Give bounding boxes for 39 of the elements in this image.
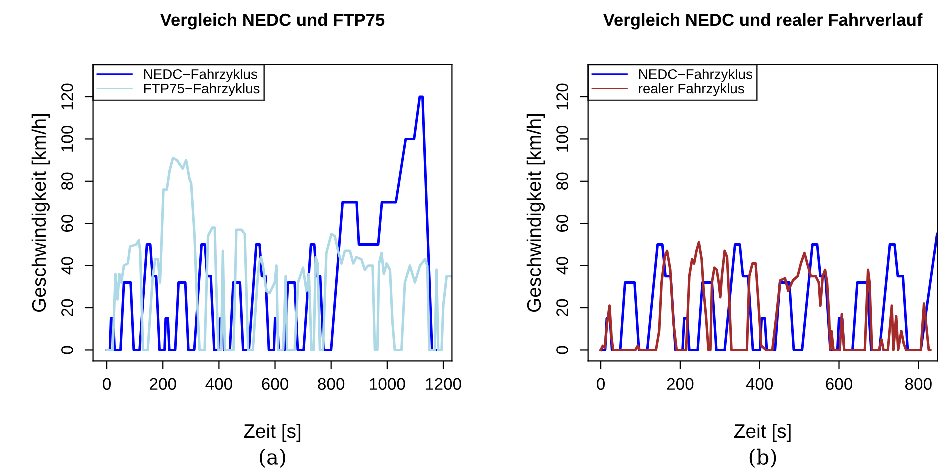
x-tick-label: 200 (667, 378, 694, 390)
y-tick-label: 100 (556, 126, 568, 152)
y-axis-title: Geschwindigkeit [km/h] (32, 114, 50, 312)
y-tick-label: 120 (556, 84, 568, 110)
x-tick-label: 400 (206, 378, 232, 390)
x-tick-label: 0 (103, 378, 112, 390)
y-tick-label: 40 (62, 257, 74, 275)
x-tick-label: 1200 (426, 378, 462, 390)
y-tick-label: 80 (556, 172, 568, 190)
text: (b) (750, 448, 776, 468)
x-axis-title: Zeit [s] (734, 424, 791, 442)
x-tick-label: 400 (746, 378, 774, 390)
y-axis-title: Geschwindigkeit [km/h] (526, 114, 546, 312)
x-tick-label: 1000 (370, 378, 406, 390)
legend-label: NEDC−Fahrzyklus (639, 69, 752, 82)
y-tick-label: 80 (62, 172, 74, 190)
chart-title: Vergleich NEDC und realer Fahrverlauf (603, 13, 923, 30)
legend-label: NEDC−Fahrzyklus (144, 69, 258, 82)
x-tick-label: 800 (905, 378, 932, 390)
x-tick-label: 200 (150, 378, 176, 390)
line-series (106, 156, 452, 352)
y-tick-label: 120 (62, 84, 74, 110)
y-tick-label: 20 (556, 299, 568, 316)
text: (a) (260, 448, 286, 468)
x-tick-label: 600 (262, 378, 289, 390)
legend-label: realer Fahrzyklus (639, 83, 744, 96)
y-tick-label: 60 (62, 214, 74, 232)
y-tick-label: 100 (62, 126, 74, 152)
x-tick-label: 0 (597, 378, 606, 390)
y-tick-label: 0 (556, 346, 568, 354)
y-tick-label: 60 (556, 214, 568, 232)
y-tick-label: 20 (62, 299, 74, 316)
chart-title: Vergleich NEDC und FTP75 (160, 13, 385, 30)
y-tick-label: 0 (62, 346, 74, 354)
x-tick-label: 800 (318, 378, 345, 390)
x-tick-label: 600 (826, 378, 853, 390)
y-tick-label: 40 (556, 257, 568, 275)
x-axis-title: Zeit [s] (244, 424, 301, 442)
legend-label: FTP75−Fahrzyklus (144, 83, 260, 96)
